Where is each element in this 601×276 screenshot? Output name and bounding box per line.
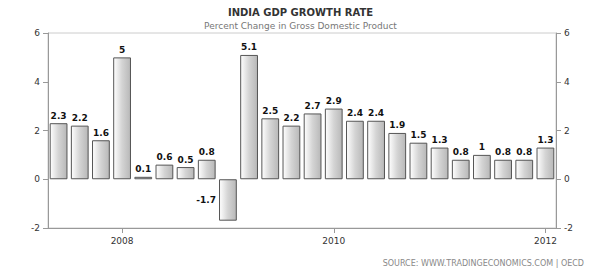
svg-text:1: 1 <box>479 142 485 152</box>
svg-text:INDIA GDP GROWTH RATE: INDIA GDP GROWTH RATE <box>228 7 373 18</box>
svg-text:2008: 2008 <box>111 236 134 246</box>
svg-text:0.6: 0.6 <box>156 152 172 162</box>
svg-text:5: 5 <box>119 45 125 55</box>
svg-text:Percent Change in Gross Domest: Percent Change in Gross Domestic Product <box>204 21 397 31</box>
svg-text:2: 2 <box>564 126 570 136</box>
svg-text:6: 6 <box>564 28 570 38</box>
svg-text:4: 4 <box>34 77 40 87</box>
svg-text:-2: -2 <box>31 223 40 233</box>
svg-text:2.3: 2.3 <box>51 111 67 121</box>
svg-text:2010: 2010 <box>322 236 345 246</box>
svg-text:4: 4 <box>564 77 570 87</box>
svg-text:2.4: 2.4 <box>347 108 363 118</box>
svg-text:2.5: 2.5 <box>262 106 278 116</box>
svg-text:2.2: 2.2 <box>283 113 299 123</box>
svg-text:SOURCE: WWW.TRADINGECONOMICS.C: SOURCE: WWW.TRADINGECONOMICS.COM | OECD <box>383 259 584 268</box>
svg-text:2012: 2012 <box>534 236 557 246</box>
svg-text:1.3: 1.3 <box>537 135 553 145</box>
svg-text:0.1: 0.1 <box>135 164 151 174</box>
svg-text:2.2: 2.2 <box>72 113 88 123</box>
svg-text:0.8: 0.8 <box>453 147 469 157</box>
svg-text:0: 0 <box>34 174 40 184</box>
svg-text:0.8: 0.8 <box>199 147 215 157</box>
svg-text:2.7: 2.7 <box>305 101 321 111</box>
svg-text:1.6: 1.6 <box>93 128 109 138</box>
svg-text:2.4: 2.4 <box>368 108 384 118</box>
svg-text:2.9: 2.9 <box>326 96 342 106</box>
svg-text:2: 2 <box>34 126 40 136</box>
svg-text:1.3: 1.3 <box>432 135 448 145</box>
svg-text:0.8: 0.8 <box>516 147 532 157</box>
svg-text:0.5: 0.5 <box>178 155 194 165</box>
svg-text:-1.7: -1.7 <box>196 195 216 205</box>
svg-text:1.9: 1.9 <box>389 120 405 130</box>
svg-text:-2: -2 <box>564 223 573 233</box>
svg-text:5.1: 5.1 <box>241 42 257 52</box>
svg-text:0.8: 0.8 <box>495 147 511 157</box>
svg-text:0: 0 <box>564 174 570 184</box>
svg-text:6: 6 <box>34 28 40 38</box>
svg-text:1.5: 1.5 <box>410 130 426 140</box>
